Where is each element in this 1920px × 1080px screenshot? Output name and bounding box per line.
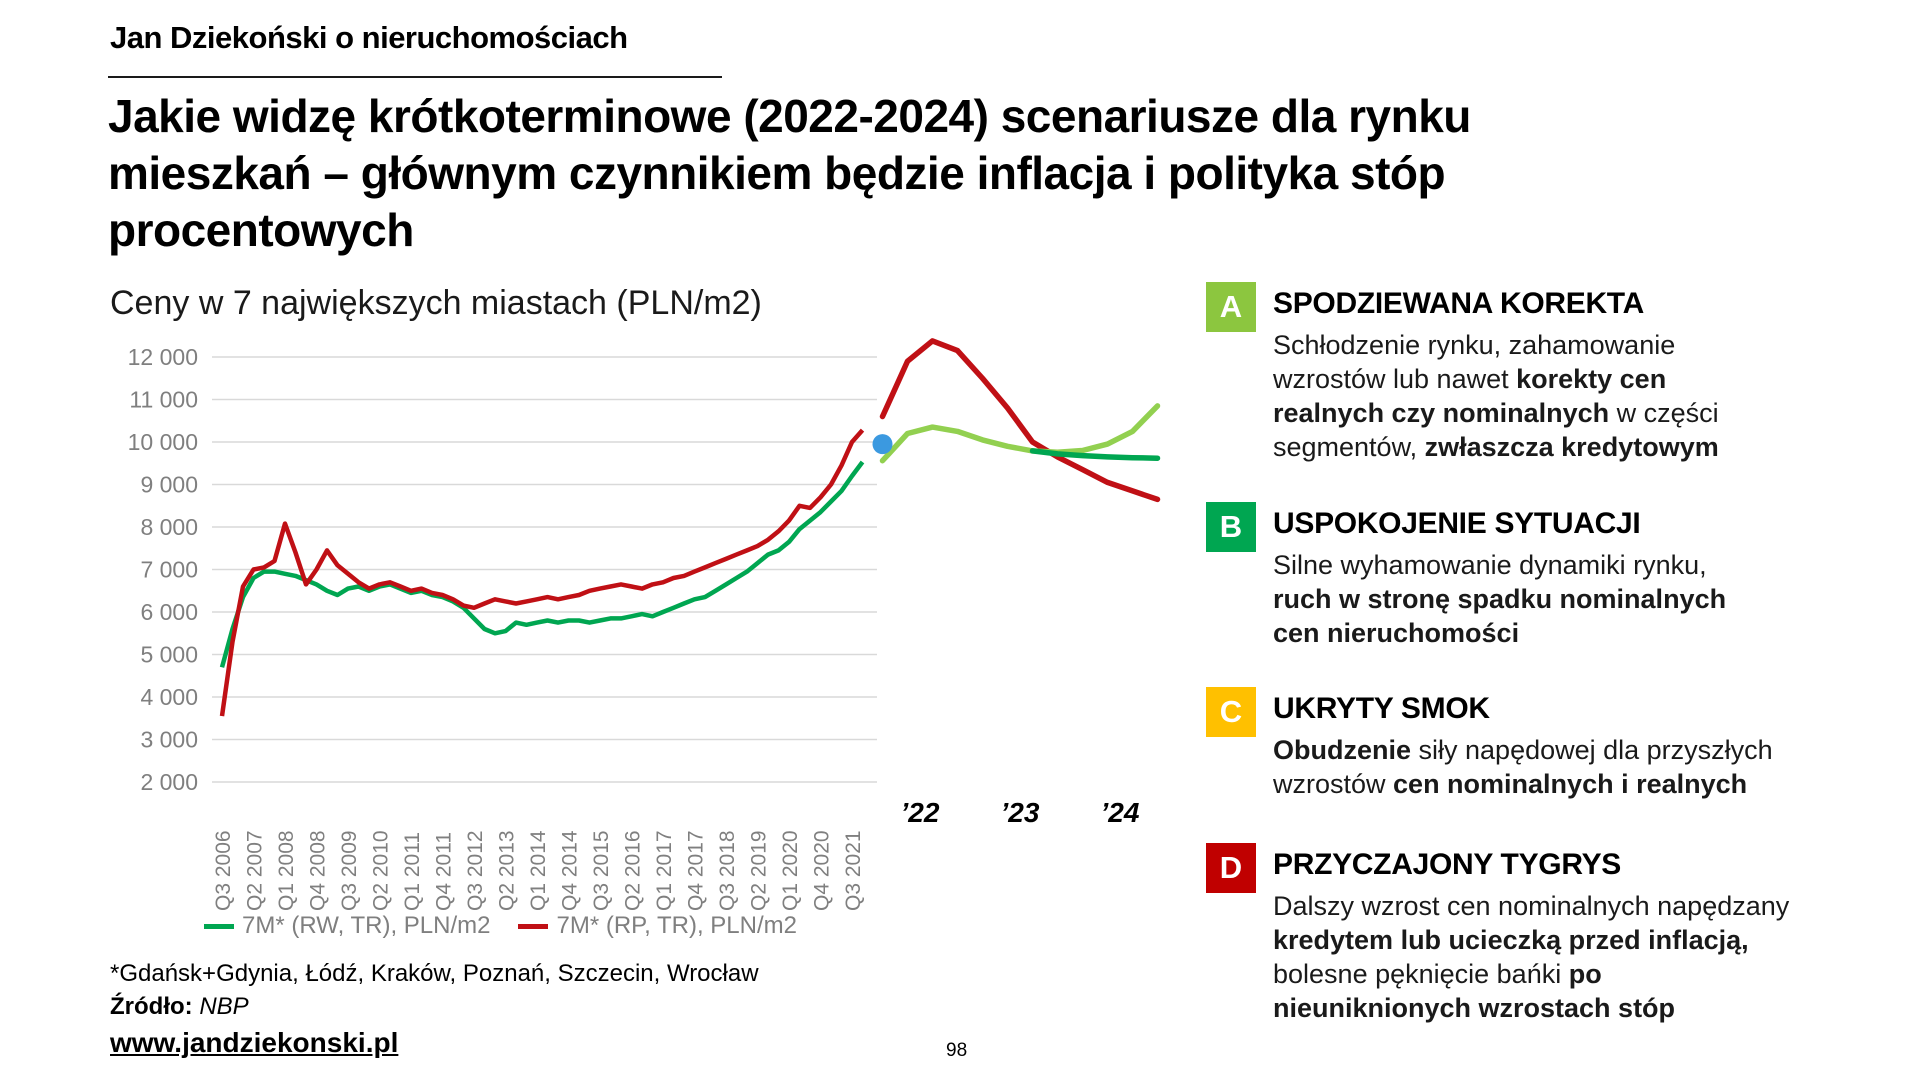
scenario-b-body: Silne wyhamowanie dynamiki rynku, ruch w… (1273, 550, 1727, 648)
x-tick-label: Q2 2019 (748, 830, 771, 911)
scenario-c-badge: C (1206, 687, 1256, 737)
x-tick-label: Q1 2020 (779, 830, 802, 911)
y-tick-label: 10 000 (128, 429, 198, 455)
x-tick-label: Q3 2012 (464, 830, 487, 911)
y-tick-label: 8 000 (140, 514, 198, 540)
x-tick-label: Q2 2013 (496, 830, 519, 911)
series-forecast (879, 403, 1161, 464)
title-line-2: mieszkań – głównym czynnikiem będzie inf… (108, 147, 1446, 199)
y-tick-label: 12 000 (128, 344, 198, 370)
legend-swatch-red (518, 923, 549, 929)
scenario-b-content: USPOKOJENIE SYTUACJI Silne wyhamowanie d… (1206, 500, 1910, 650)
x-tick-label: Q3 2015 (590, 830, 613, 911)
source-label: Źródło: (110, 993, 193, 1020)
series-forecast (1029, 448, 1161, 461)
brand-title: Jan Dziekoński o nieruchomościach (110, 20, 628, 55)
scenario-c-title: UKRYTY SMOK (1273, 692, 1490, 725)
x-tick-label: Q1 2014 (527, 830, 550, 911)
cities-footnote: *Gdańsk+Gdynia, Łódź, Kraków, Poznań, Sz… (110, 960, 759, 987)
x-tick-label: Q3 2018 (716, 830, 739, 911)
x-tick-label: Q3 2021 (842, 830, 865, 911)
scenario-a-body: Schłodzenie rynku, zahamowanie wzrostów … (1273, 330, 1719, 462)
scenario-d-content: PRZYCZAJONY TYGRYS Dalszy wzrost cen nom… (1206, 841, 1910, 1025)
legend-label-rp: 7M* (RP, TR), PLN/m2 (556, 912, 797, 939)
x-tick-label: Q1 2008 (275, 830, 298, 911)
y-tick-label: 6 000 (140, 599, 198, 625)
scenario-d-body: Dalszy wzrost cen nominalnych napędzany … (1273, 891, 1790, 1023)
price-chart: 12 000 11 000 10 000 9 000 8 000 7 000 6 000 5 … (128, 338, 1161, 911)
source-value: NBP (199, 993, 249, 1020)
y-tick-label: 3 000 (140, 727, 198, 753)
scenario-b-title: USPOKOJENIE SYTUACJI (1273, 507, 1641, 540)
scenario-d-title: PRZYCZAJONY TYGRYS (1273, 848, 1621, 881)
title-line-3: procentowych (108, 204, 414, 256)
forecast-year-label: ’22 (901, 797, 940, 828)
x-tick-label: Q4 2008 (307, 830, 330, 911)
scenario-b: B USPOKOJENIE SYTUACJI Silne wyhamowanie… (1206, 500, 1910, 650)
legend-item-rw: 7M* (RW, TR), PLN/m2 (204, 912, 490, 940)
source-line: Źródło: NBP (110, 993, 249, 1021)
x-tick-label: Q4 2011 (433, 832, 456, 911)
scenario-a: A SPODZIEWANA KOREKTA Schłodzenie rynku,… (1206, 280, 1910, 464)
current-value-marker (872, 434, 893, 455)
legend-item-rp: 7M* (RP, TR), PLN/m2 (518, 912, 797, 940)
x-tick-label: Q4 2014 (559, 830, 582, 911)
x-tick-label: Q2 2010 (370, 830, 393, 911)
chart-subtitle: Ceny w 7 największych miastach (PLN/m2) (110, 284, 762, 322)
y-tick-label: 11 000 (129, 387, 198, 413)
x-tick-label: Q4 2020 (811, 830, 834, 911)
scenario-c: C UKRYTY SMOK Obudzenie siły napędowej d… (1206, 685, 1910, 801)
y-tick-label: 9 000 (140, 472, 198, 498)
scenario-d: D PRZYCZAJONY TYGRYS Dalszy wzrost cen n… (1206, 841, 1910, 1025)
forecast-year-label: ’23 (1001, 797, 1040, 828)
scenario-c-body: Obudzenie siły napędowej dla przyszłych … (1273, 735, 1773, 799)
forecast-year-label: ’24 (1101, 797, 1140, 828)
scenario-a-content: SPODZIEWANA KOREKTA Schłodzenie rynku, z… (1206, 280, 1910, 464)
header-underline (108, 76, 722, 78)
y-tick-label: 7 000 (140, 557, 198, 583)
legend-label-rw: 7M* (RW, TR), PLN/m2 (242, 912, 491, 939)
page-number: 98 (946, 1040, 968, 1061)
x-tick-label: Q1 2017 (653, 830, 676, 911)
y-tick-label: 5 000 (140, 642, 198, 668)
series-forecast (879, 338, 1161, 503)
page-title: Jakie widzę krótkoterminowe (2022-2024) … (108, 88, 1471, 259)
x-tick-label: Q3 2006 (212, 830, 235, 911)
y-tick-label: 4 000 (140, 684, 198, 710)
x-tick-label: Q2 2007 (244, 830, 267, 911)
chart-legend: 7M* (RW, TR), PLN/m2 7M* (RP, TR), PLN/m… (204, 912, 797, 940)
scenario-a-badge: A (1206, 282, 1256, 332)
y-tick-label: 2 000 (140, 769, 198, 795)
series-historical (219, 460, 865, 668)
scenario-b-badge: B (1206, 502, 1256, 552)
website-link[interactable]: www.jandziekonski.pl (110, 1027, 399, 1058)
series-historical (219, 428, 865, 717)
scenario-a-title: SPODZIEWANA KOREKTA (1273, 287, 1644, 320)
x-tick-label: Q2 2016 (622, 830, 645, 911)
x-tick-label: Q1 2011 (401, 832, 424, 911)
legend-swatch-green (204, 923, 234, 929)
x-tick-label: Q3 2009 (338, 830, 361, 911)
scenario-c-content: UKRYTY SMOK Obudzenie siły napędowej dla… (1206, 685, 1910, 801)
scenario-d-badge: D (1206, 843, 1256, 893)
title-line-1: Jakie widzę krótkoterminowe (2022-2024) … (108, 90, 1471, 142)
x-tick-label: Q4 2017 (685, 830, 708, 911)
